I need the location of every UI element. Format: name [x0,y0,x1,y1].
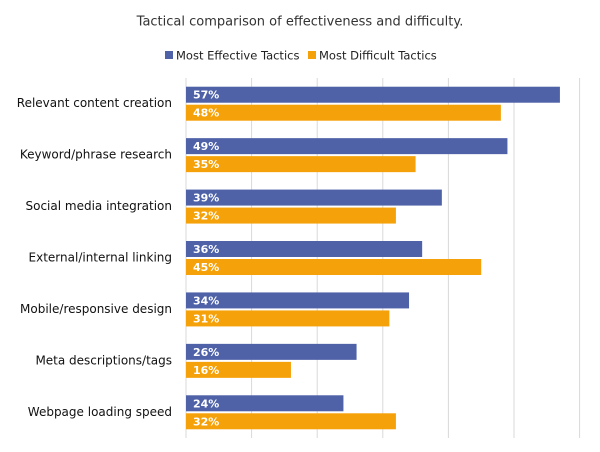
bar [186,138,508,155]
bar [186,310,390,327]
category-label: Webpage loading speed [28,405,172,419]
bar [186,104,501,121]
chart-title: Tactical comparison of effectiveness and… [136,15,464,30]
legend-swatch [308,51,316,59]
value-label: 36% [193,243,219,256]
bar [186,343,357,360]
bar [186,241,423,257]
value-label: 32% [193,210,219,223]
value-label: 35% [193,158,219,171]
value-label: 32% [193,415,219,428]
legend-label: Most Effective Tactics [176,49,299,63]
value-label: 31% [193,312,219,325]
category-label: Mobile/responsive design [20,302,172,316]
value-label: 16% [193,364,219,377]
value-label: 57% [193,89,219,102]
bar [186,207,396,224]
bar [186,259,482,275]
category-label: Meta descriptions/tags [35,353,172,367]
value-label: 48% [193,107,219,120]
bar [186,413,396,430]
value-label: 45% [193,261,219,274]
bar [186,361,291,378]
category-label: External/internal linking [29,251,172,265]
bar [186,156,416,173]
legend-swatch [165,51,173,59]
bar [186,395,344,412]
value-label: 49% [193,140,219,153]
value-label: 39% [193,192,219,205]
category-label: Relevant content creation [17,96,172,110]
bar [186,189,442,206]
value-label: 24% [193,397,219,410]
category-label: Keyword/phrase research [20,148,172,162]
category-label: Social media integration [25,199,172,213]
value-label: 26% [193,346,219,359]
bar [186,292,410,309]
bar [186,86,560,103]
value-label: 34% [193,294,219,307]
legend-label: Most Difficult Tactics [319,49,437,63]
